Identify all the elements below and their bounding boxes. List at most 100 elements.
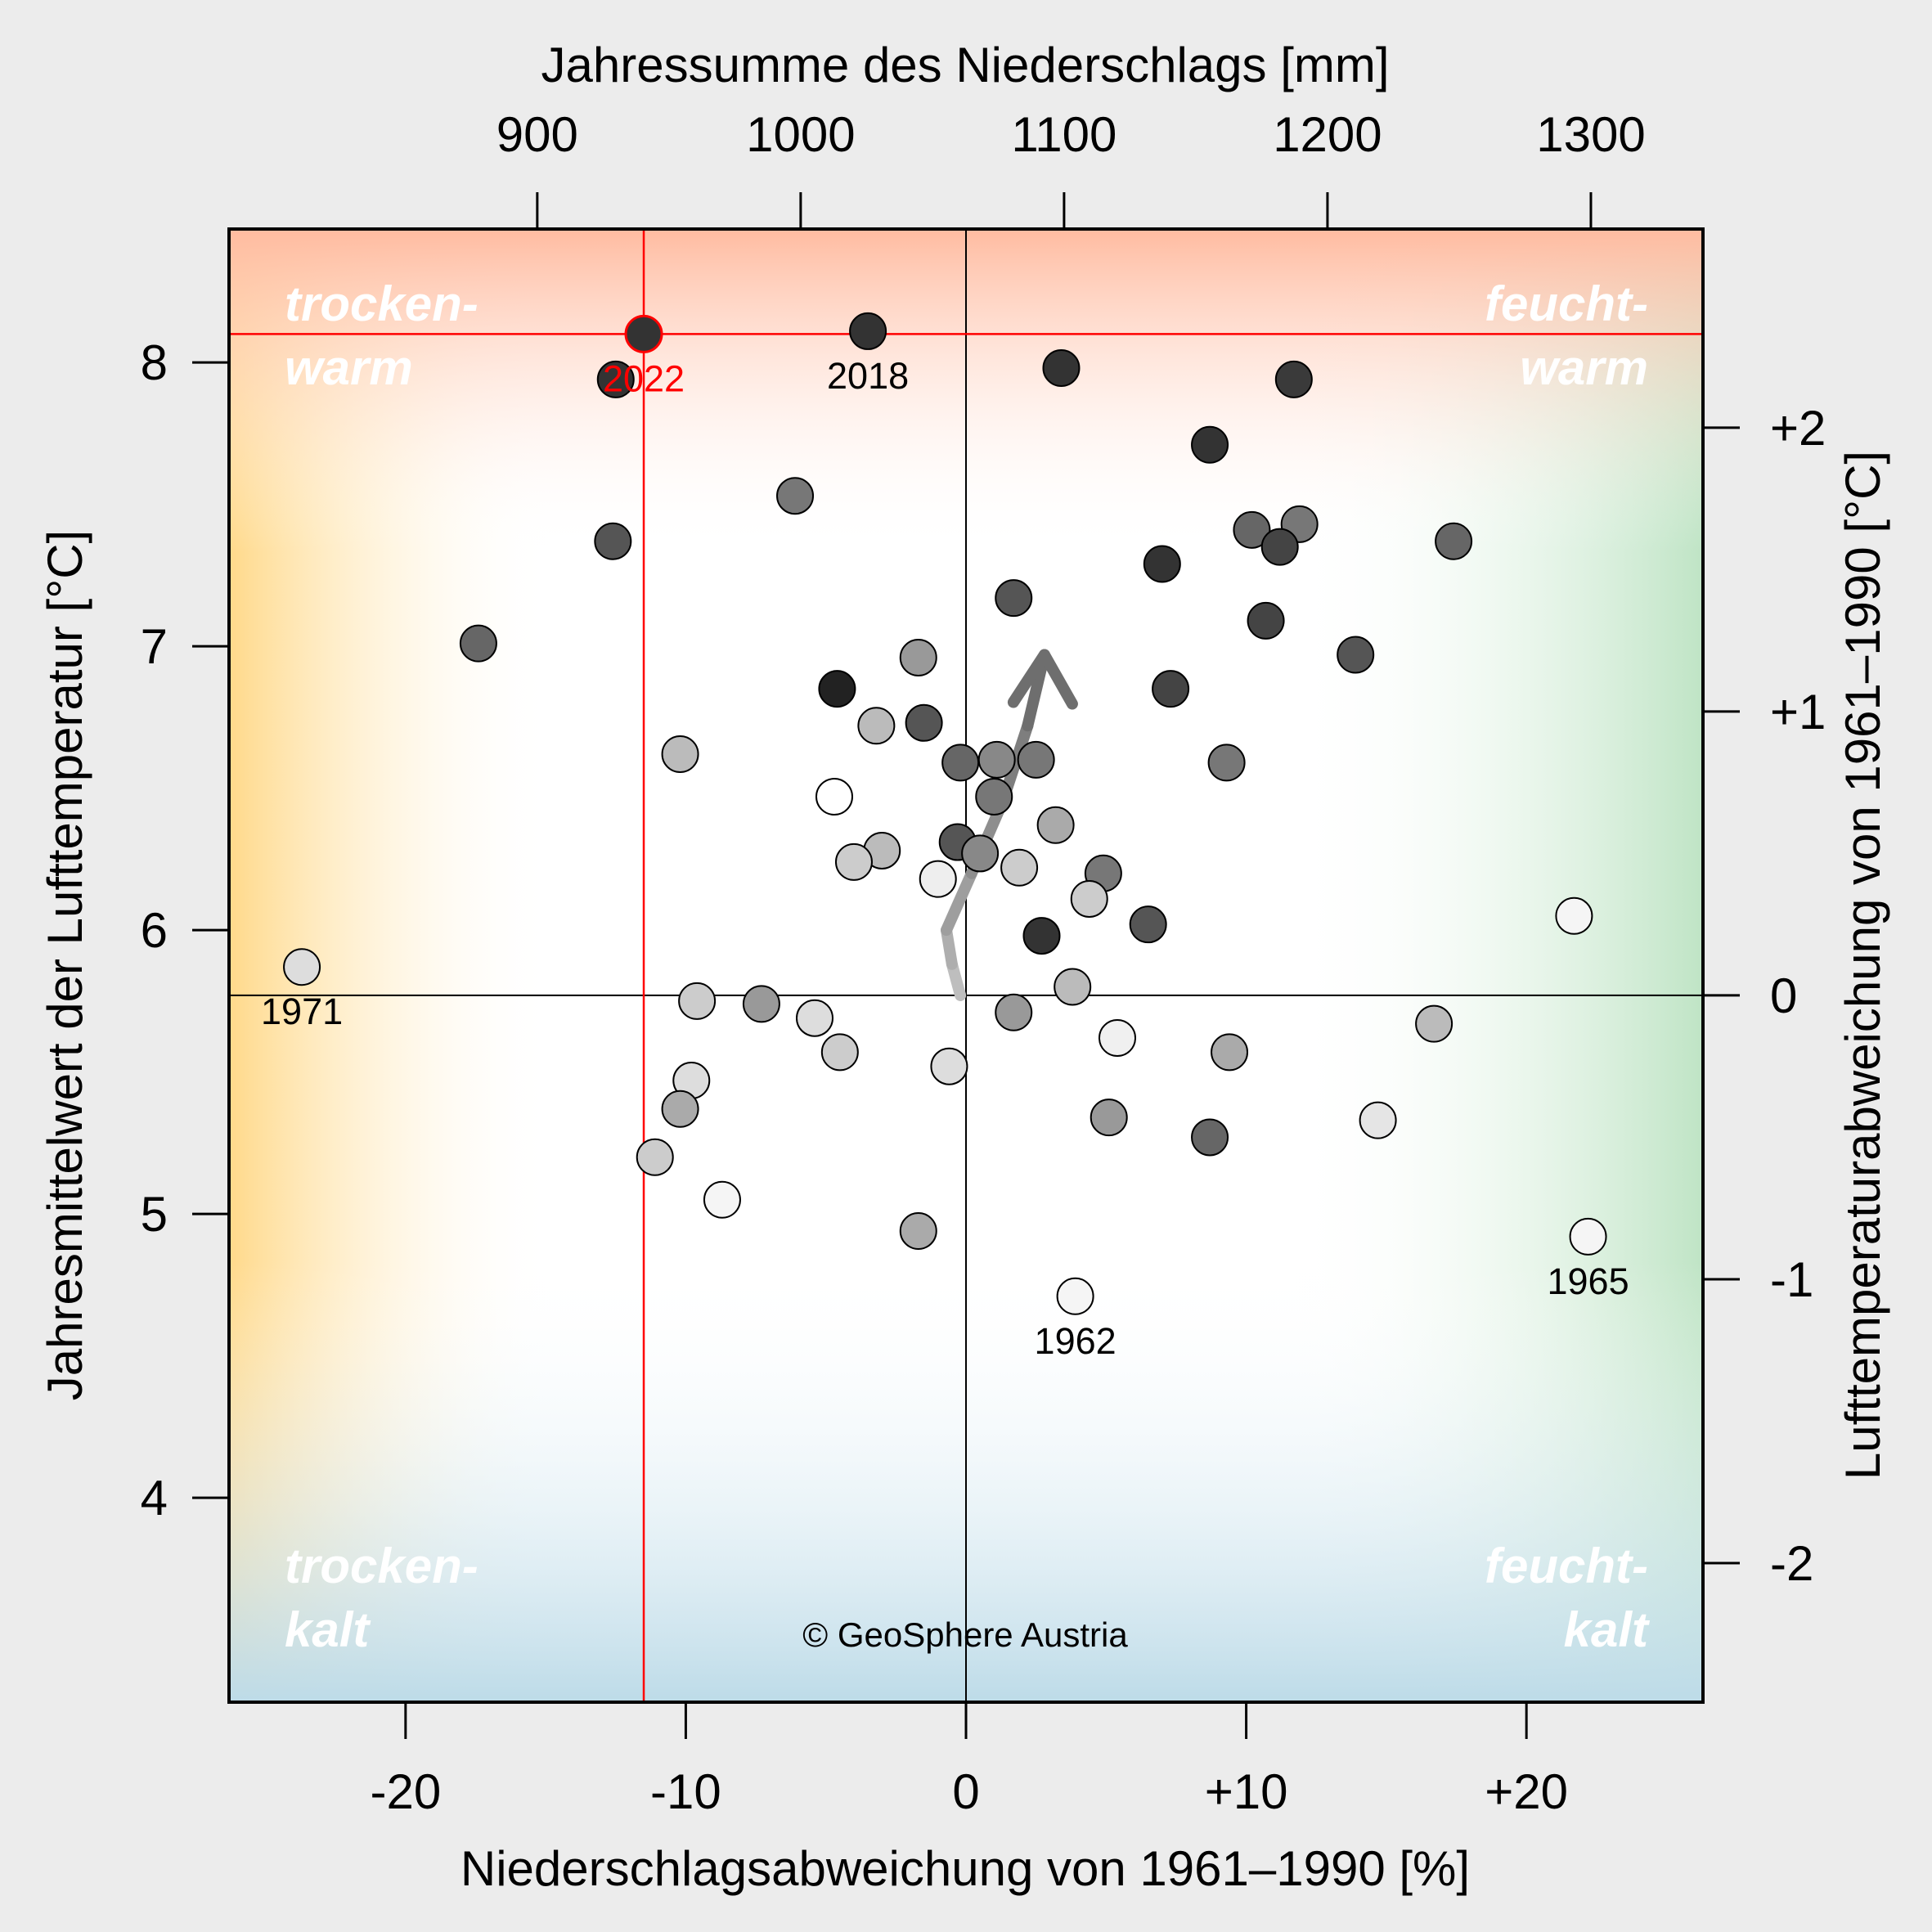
data-point — [1054, 968, 1092, 1006]
data-point — [995, 993, 1033, 1031]
x-bottom-tick-label: +20 — [1485, 1764, 1568, 1819]
data-point — [1098, 1018, 1136, 1057]
data-point — [1129, 905, 1167, 944]
x-bottom-tick-label: -10 — [650, 1764, 721, 1819]
data-point — [1000, 848, 1039, 887]
data-point — [1191, 1118, 1229, 1157]
data-point — [857, 707, 896, 745]
y-right-tick-label: +1 — [1770, 685, 1826, 739]
data-point — [594, 522, 632, 560]
data-point — [796, 999, 834, 1037]
data-point — [1207, 744, 1246, 782]
data-point — [995, 579, 1033, 618]
data-point-highlight — [624, 314, 663, 353]
data-point — [1070, 879, 1108, 918]
y-left-tick-label: 7 — [141, 619, 168, 674]
quadrant-bottom-left-line2: kalt — [285, 1602, 371, 1657]
data-point — [961, 834, 1000, 873]
data-point — [1555, 896, 1593, 935]
data-point — [1435, 522, 1473, 560]
x-bottom-tick-label: -20 — [370, 1764, 441, 1819]
data-point — [636, 1138, 674, 1176]
data-point — [459, 624, 497, 663]
y-right-tick-label: -1 — [1770, 1252, 1813, 1307]
x-top-tick-label: 1300 — [1536, 107, 1645, 162]
data-point — [596, 360, 635, 398]
data-point — [919, 860, 957, 898]
x-axis-top-title: Jahressumme des Niederschlags [mm] — [541, 38, 1389, 92]
x-top-tick-label: 1100 — [1011, 107, 1117, 162]
y-right-tick-label: -2 — [1770, 1536, 1813, 1591]
data-point — [661, 1090, 699, 1128]
data-point — [899, 638, 937, 676]
data-point — [1233, 510, 1271, 549]
y-right-tick-label: +2 — [1770, 401, 1826, 456]
x-top-tick-label: 1000 — [746, 107, 855, 162]
quadrant-bottom-right-line2: kalt — [1564, 1602, 1651, 1657]
data-point — [1211, 1033, 1249, 1072]
data-point — [1143, 545, 1181, 583]
quadrant-top-left-line1: trocken- — [285, 276, 479, 331]
reference-lines — [229, 229, 1703, 1702]
data-point — [815, 778, 853, 816]
y-axis-right-title: Lufttemperaturabweichung von 1961–1990 [… — [1835, 451, 1890, 1480]
data-point — [1036, 806, 1075, 844]
data-point — [742, 985, 780, 1023]
data-point — [834, 842, 873, 881]
data-point — [1415, 1004, 1453, 1043]
data-point — [899, 1211, 937, 1250]
quadrant-top-left-line2: warm — [285, 340, 413, 395]
data-point — [1191, 425, 1229, 464]
quadrant-top-right-line2: warm — [1520, 340, 1648, 395]
x-top-tick-label: 1200 — [1273, 107, 1382, 162]
y-left-tick-label: 4 — [141, 1471, 168, 1525]
data-point — [1056, 1277, 1094, 1315]
data-point — [776, 477, 815, 515]
data-point — [1247, 601, 1285, 640]
trend-arrow-head — [1007, 649, 1078, 710]
quadrant-bottom-left-line1: trocken- — [285, 1539, 479, 1593]
y-left-tick-label: 5 — [141, 1187, 168, 1242]
data-point — [930, 1047, 968, 1085]
year-label: 1965 — [1547, 1260, 1629, 1302]
data-point — [678, 982, 717, 1020]
data-point — [1260, 528, 1299, 566]
data-point — [1042, 349, 1081, 388]
credit-label: © GeoSphere Austria — [802, 1615, 1128, 1654]
x-axis-bottom-title: Niederschlagsabweichung von 1961–1990 [%… — [461, 1841, 1470, 1896]
year-label-highlight: 2022 — [603, 357, 685, 399]
year-annotations: 2022 2018 1971 1962 1965 — [261, 355, 1629, 1362]
data-point — [1017, 740, 1055, 779]
data-point — [849, 312, 887, 350]
data-point — [977, 740, 1016, 779]
y-left-tick-label: 6 — [141, 903, 168, 958]
data-point — [703, 1180, 741, 1219]
data-point — [1337, 636, 1375, 674]
data-point — [941, 744, 980, 782]
y-left-tick-label: 8 — [141, 335, 168, 390]
data-point — [1359, 1101, 1397, 1139]
y-axis-left-title: Jahresmittelwert der Lufttemperatur [°C] — [38, 530, 92, 1400]
year-label: 2018 — [827, 355, 909, 397]
quadrant-bottom-right-line1: feucht- — [1485, 1539, 1648, 1593]
data-point — [818, 670, 856, 708]
x-bottom-tick-label: +10 — [1205, 1764, 1288, 1819]
quadrant-top-right-line1: feucht- — [1485, 276, 1648, 331]
trend-arrow-segment — [941, 867, 977, 937]
data-point — [1152, 670, 1190, 708]
x-top-tick-label: 900 — [496, 107, 578, 162]
data-point — [1569, 1217, 1607, 1256]
quadrant-labels: trocken- warm feucht- warm trocken- kalt… — [285, 276, 1651, 1657]
data-point — [661, 735, 699, 773]
data-points — [283, 312, 1607, 1315]
data-point — [820, 1033, 859, 1072]
data-point — [1090, 1099, 1128, 1137]
data-point — [975, 778, 1013, 816]
year-label: 1962 — [1035, 1320, 1117, 1362]
year-label: 1971 — [261, 991, 343, 1032]
data-point — [1022, 917, 1061, 955]
trend-arrow-segment — [941, 924, 958, 970]
data-point — [905, 703, 943, 742]
